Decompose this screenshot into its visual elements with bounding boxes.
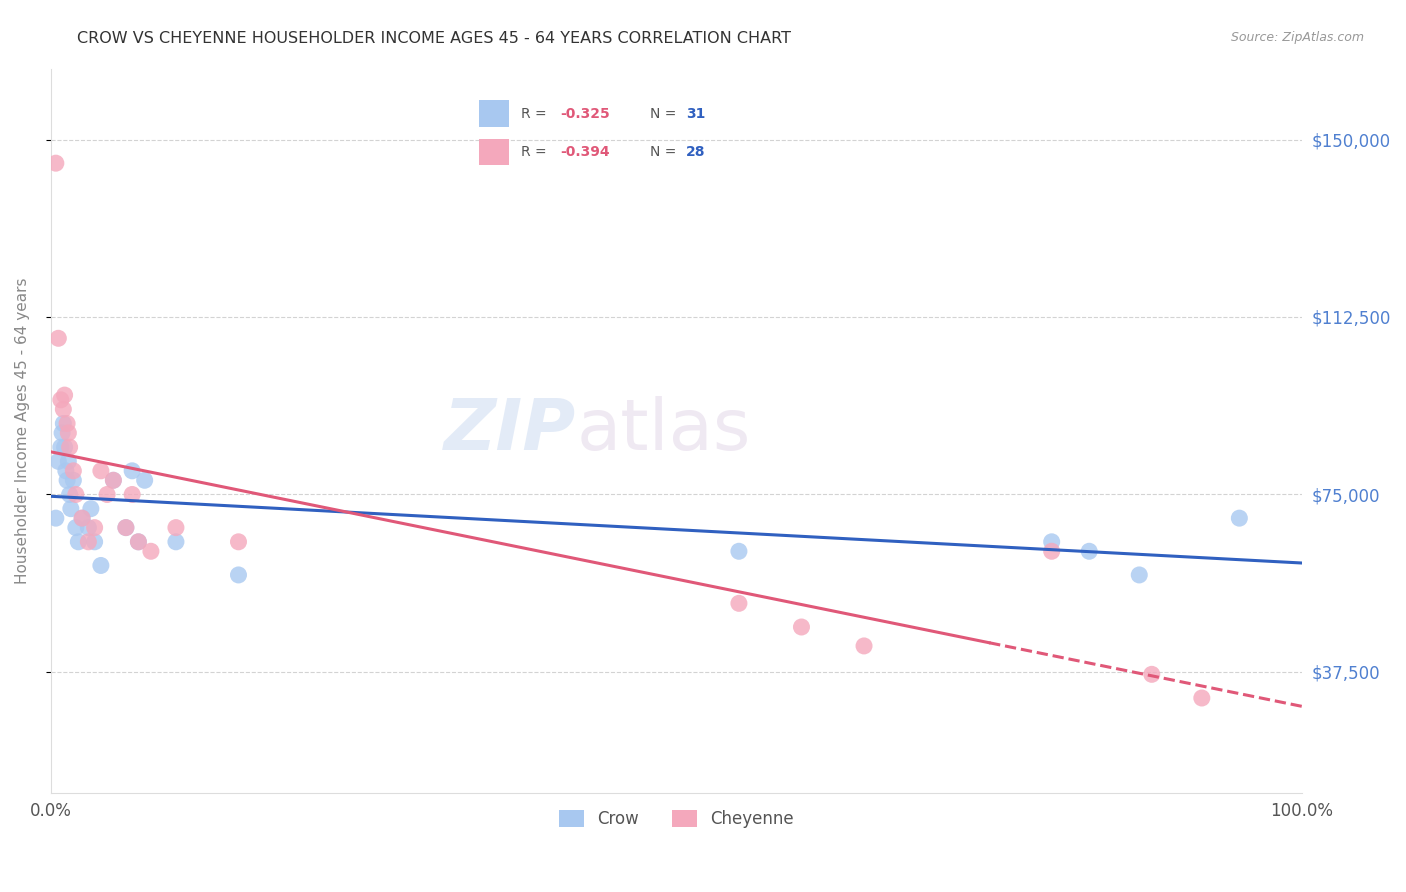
Point [1040,534,1063,549]
Point [115,520,138,534]
Text: atlas: atlas [576,396,751,465]
Point [45,511,67,525]
Point [46,454,69,468]
Point [53,388,76,402]
Point [77,520,100,534]
Point [115,520,138,534]
Point [228,534,250,549]
Point [67,534,90,549]
Point [728,544,751,558]
Point [51,425,73,440]
Point [103,473,125,487]
Text: ZIP: ZIP [444,396,576,465]
Text: CROW VS CHEYENNE HOUSEHOLDER INCOME AGES 45 - 64 YEARS CORRELATION CHART: CROW VS CHEYENNE HOUSEHOLDER INCOME AGES… [77,31,792,46]
Point [62,473,84,487]
Text: Source: ZipAtlas.com: Source: ZipAtlas.com [1230,31,1364,45]
Point [728,596,751,610]
Point [80,501,103,516]
Point [134,473,156,487]
Point [228,568,250,582]
Point [62,464,84,478]
Point [52,417,75,431]
Point [83,520,105,534]
Point [1140,667,1163,681]
Point [59,487,82,501]
Point [56,417,79,431]
Point [53,440,76,454]
Point [45,156,67,170]
Point [1128,568,1150,582]
Y-axis label: Householder Income Ages 45 - 64 years: Householder Income Ages 45 - 64 years [15,277,30,584]
Point [103,473,125,487]
Point [139,544,162,558]
Point [90,558,112,573]
Point [52,402,75,417]
Point [83,534,105,549]
Point [790,620,813,634]
Point [70,511,93,525]
Point [59,440,82,454]
Point [55,464,77,478]
Point [65,487,87,501]
Point [165,520,187,534]
Point [127,534,149,549]
Point [1227,511,1250,525]
Point [1078,544,1101,558]
Point [46,331,69,345]
Point [96,487,118,501]
Point [49,440,72,454]
Point [56,473,79,487]
Point [121,464,143,478]
Point [65,520,87,534]
Point [90,464,112,478]
Point [1191,691,1213,706]
Point [49,392,72,407]
Legend: Crow, Cheyenne: Crow, Cheyenne [553,804,801,835]
Point [59,501,82,516]
Point [58,425,80,440]
Point [127,534,149,549]
Point [77,534,100,549]
Point [121,487,143,501]
Point [1040,544,1063,558]
Point [853,639,876,653]
Point [165,534,187,549]
Point [58,454,80,468]
Point [70,511,93,525]
